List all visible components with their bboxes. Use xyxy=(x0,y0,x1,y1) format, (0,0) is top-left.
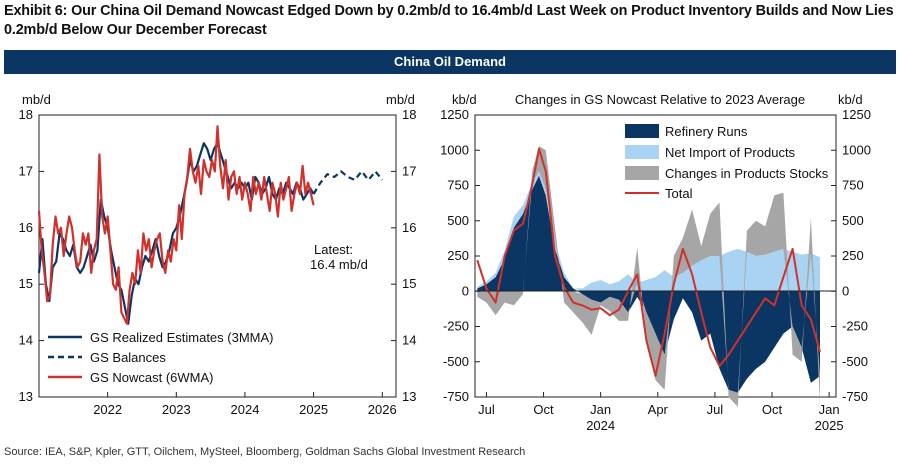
right-ytick-label-right: 500 xyxy=(842,213,864,228)
total-line xyxy=(476,147,821,377)
left-ytick-label-right: 15 xyxy=(402,276,416,291)
source-note: Source: IEA, S&P, Kpler, GTT, Oilchem, M… xyxy=(4,446,526,458)
right-ytick-label: 1250 xyxy=(440,107,469,122)
left-ytick-label: 15 xyxy=(19,276,33,291)
right-ytick-label-right: -750 xyxy=(842,389,868,404)
legend-label-nowcast: GS Nowcast (6WMA) xyxy=(90,370,214,385)
left-ytick-label-right: 16 xyxy=(402,220,416,235)
left-legend: GS Realized Estimates (3MMA) GS Balances… xyxy=(48,330,274,385)
legend-label-realized: GS Realized Estimates (3MMA) xyxy=(90,330,274,345)
right-ytick-label: -500 xyxy=(443,354,469,369)
legend-label-total: Total xyxy=(665,186,693,201)
balances-line xyxy=(312,170,384,195)
right-ytick-label-right: -250 xyxy=(842,319,868,334)
right-ytick-label: 0 xyxy=(462,283,469,298)
refinery-runs-area xyxy=(477,175,820,393)
latest-annotation-line2: 16.4 mb/d xyxy=(310,257,368,272)
right-chart: kb/d kb/d Changes in GS Nowcast Relative… xyxy=(440,92,871,433)
right-ytick-label-right: 0 xyxy=(842,283,849,298)
right-ytick-label-right: 750 xyxy=(842,178,864,193)
right-legend: Refinery Runs Net Import of Products Cha… xyxy=(625,124,829,201)
right-xtick-label: Jan xyxy=(590,402,611,417)
right-xtick-year-label: 2025 xyxy=(815,418,844,433)
left-xtick-label: 2022 xyxy=(93,402,122,417)
left-ytick-label: 16 xyxy=(19,220,33,235)
left-ytick-label: 17 xyxy=(19,163,33,178)
left-ytick-label-right: 14 xyxy=(402,333,416,348)
legend-label-refinery: Refinery Runs xyxy=(665,124,748,139)
left-xtick-label: 2024 xyxy=(231,402,260,417)
right-ylabel-left: kb/d xyxy=(452,92,477,107)
right-ytick-label: 1000 xyxy=(440,142,469,157)
left-ylabel-left: mb/d xyxy=(22,92,51,107)
realized-estimates-line xyxy=(37,142,315,325)
right-ylabel-right: kb/d xyxy=(838,92,863,107)
net-imports-area xyxy=(477,171,820,292)
left-xtick-label: 2025 xyxy=(299,402,328,417)
right-ytick-label: 250 xyxy=(447,248,469,263)
legend-label-balances: GS Balances xyxy=(90,350,166,365)
left-xtick-label: 2023 xyxy=(162,402,191,417)
nowcast-line xyxy=(37,125,315,325)
right-xtick-label: Oct xyxy=(762,402,783,417)
legend-swatch-imports xyxy=(625,145,659,159)
right-ytick-label-right: 250 xyxy=(842,248,864,263)
legend-label-imports: Net Import of Products xyxy=(665,145,796,160)
left-ytick-label: 18 xyxy=(19,107,33,122)
left-ytick-label: 13 xyxy=(19,389,33,404)
right-ytick-label-right: 1250 xyxy=(842,107,871,122)
right-xtick-label: Jul xyxy=(478,402,495,417)
exhibit-title: Exhibit 6: Our China Oil Demand Nowcast … xyxy=(4,3,894,38)
right-chart-title: Changes in GS Nowcast Relative to 2023 A… xyxy=(515,92,805,107)
left-ytick-label-right: 18 xyxy=(402,107,416,122)
legend-swatch-stocks xyxy=(625,166,659,180)
chart-banner: China Oil Demand xyxy=(4,50,896,74)
right-ytick-label-right: -500 xyxy=(842,354,868,369)
right-xtick-label: Oct xyxy=(533,402,554,417)
legend-label-stocks: Changes in Products Stocks xyxy=(665,166,829,181)
right-ytick-label-right: 1000 xyxy=(842,142,871,157)
latest-annotation-line1: Latest: xyxy=(314,242,353,257)
left-ytick-label-right: 13 xyxy=(402,389,416,404)
left-xtick-label: 2026 xyxy=(368,402,397,417)
right-xtick-label: Jul xyxy=(707,402,724,417)
left-ytick-label: 14 xyxy=(19,333,33,348)
right-ytick-label: 750 xyxy=(447,178,469,193)
left-plot-frame xyxy=(38,114,397,398)
left-ytick-label-right: 17 xyxy=(402,163,416,178)
right-ytick-label: -250 xyxy=(443,319,469,334)
right-xtick-year-label: 2024 xyxy=(586,418,615,433)
legend-swatch-refinery xyxy=(625,124,659,138)
right-ytick-label: -750 xyxy=(443,389,469,404)
left-ylabel-right: mb/d xyxy=(386,92,415,107)
right-xtick-label: Jan xyxy=(819,402,840,417)
right-ytick-label: 500 xyxy=(447,213,469,228)
right-xtick-label: Apr xyxy=(648,402,669,417)
left-chart: mb/d mb/d 13 13 14 14 15 15 16 16 17 17 18 18 2022 2… xyxy=(19,92,417,417)
